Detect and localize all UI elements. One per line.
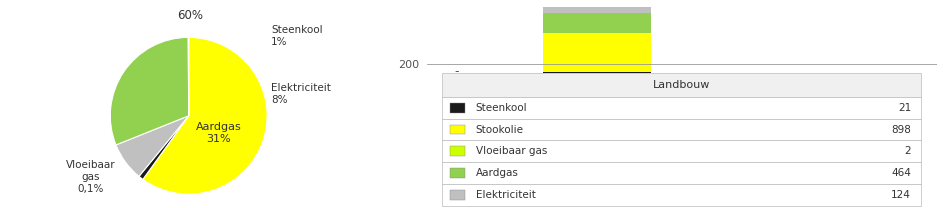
Text: Aardgas
31%: Aardgas 31% xyxy=(196,122,241,144)
Text: 124: 124 xyxy=(891,190,911,200)
Bar xyxy=(450,103,465,113)
Text: Elektriciteit: Elektriciteit xyxy=(476,190,535,200)
Bar xyxy=(443,119,921,140)
Bar xyxy=(443,162,921,184)
Text: 21: 21 xyxy=(898,103,911,113)
Bar xyxy=(443,73,921,97)
Text: 464: 464 xyxy=(891,168,911,178)
Bar xyxy=(443,140,921,162)
Bar xyxy=(543,33,651,72)
Text: 898: 898 xyxy=(891,125,911,135)
Bar xyxy=(543,7,651,13)
Wedge shape xyxy=(139,116,188,179)
Text: Landbouw: Landbouw xyxy=(653,80,710,90)
Wedge shape xyxy=(111,37,188,145)
Text: Aardgas: Aardgas xyxy=(476,168,518,178)
Text: Stookolie: Stookolie xyxy=(476,125,523,135)
Bar xyxy=(443,97,921,119)
Wedge shape xyxy=(116,116,188,176)
Bar xyxy=(450,125,465,134)
Text: Steenkool
1%: Steenkool 1% xyxy=(272,25,323,47)
Bar xyxy=(543,13,651,33)
Bar xyxy=(450,168,465,178)
Text: Elektriciteit
8%: Elektriciteit 8% xyxy=(272,83,331,105)
Bar xyxy=(450,190,465,200)
Text: 2: 2 xyxy=(904,146,911,156)
Text: Vloeibaar
gas
0,1%: Vloeibaar gas 0,1% xyxy=(66,160,115,193)
Bar xyxy=(443,184,921,206)
Bar xyxy=(543,72,651,73)
Wedge shape xyxy=(143,37,267,194)
Text: Steenkool: Steenkool xyxy=(476,103,527,113)
Text: Vloeibaar gas: Vloeibaar gas xyxy=(476,146,547,156)
Bar xyxy=(450,146,465,156)
Text: -: - xyxy=(454,66,459,78)
Text: 60%: 60% xyxy=(177,9,203,22)
